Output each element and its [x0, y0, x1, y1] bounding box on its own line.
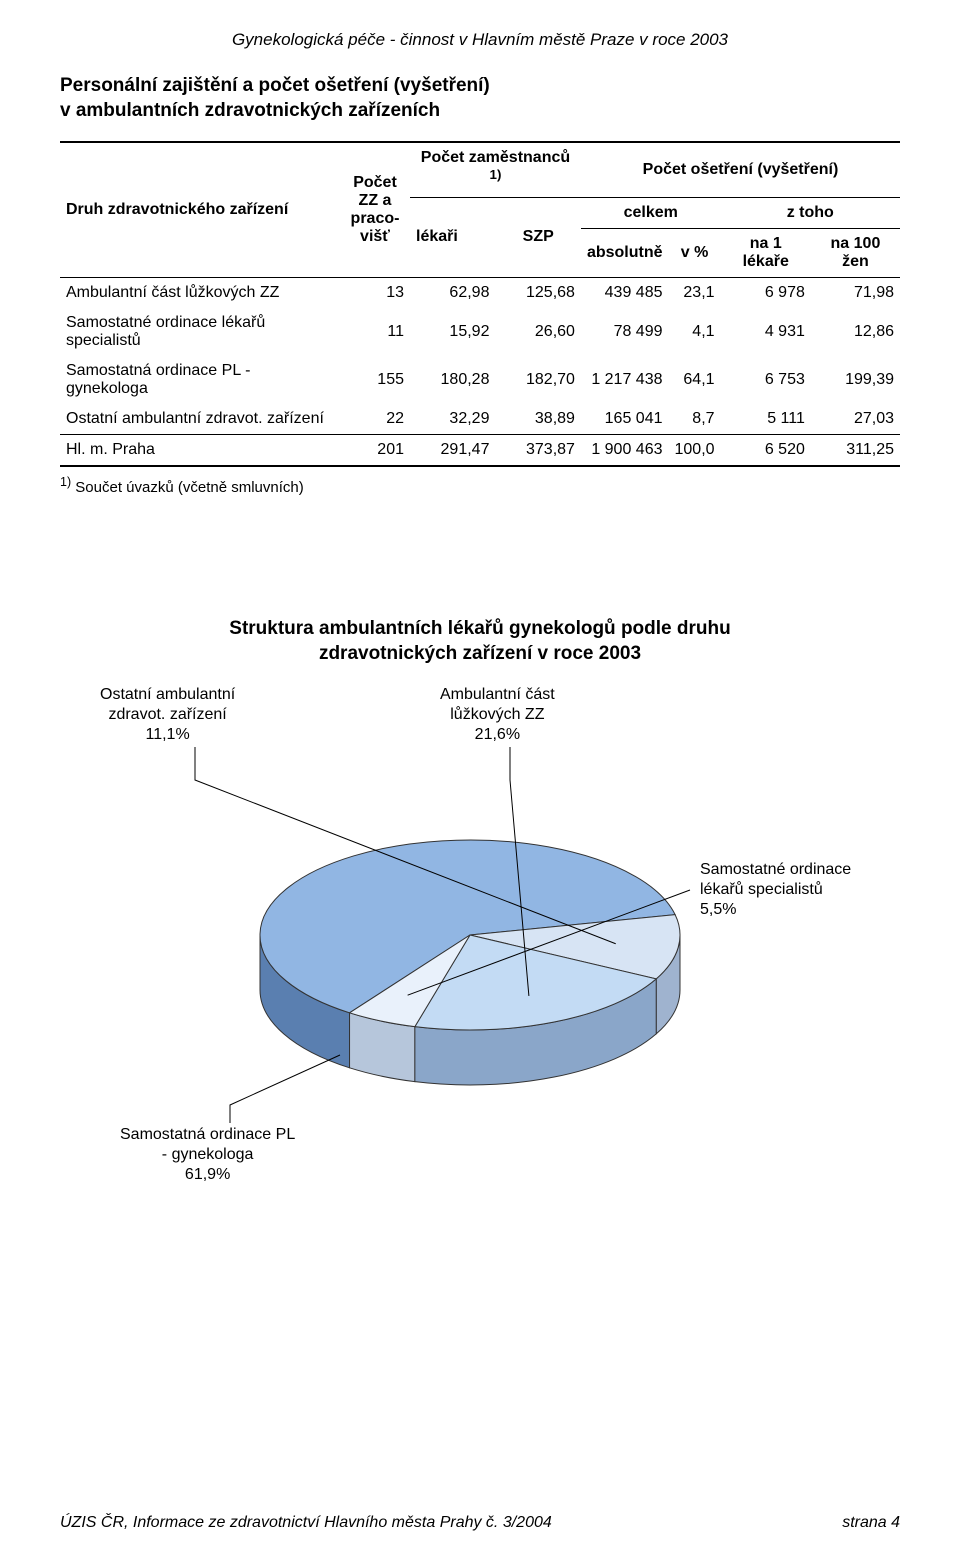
footnote-sup: 1)	[60, 475, 71, 489]
table-footnote: 1) Součet úvazků (včetně smluvních)	[60, 475, 900, 496]
col-vpct: v %	[669, 228, 721, 277]
chart-title: Struktura ambulantních lékařů gynekologů…	[60, 616, 900, 667]
cell: 6 978	[721, 277, 811, 308]
col-szp: SZP	[495, 197, 580, 277]
label-pct: 5,5%	[700, 901, 736, 918]
row-label: Samostatné ordinace lékařů specialistů	[60, 308, 340, 356]
cell: 71,98	[811, 277, 900, 308]
cell: 22	[340, 404, 410, 435]
cell: 15,92	[410, 308, 495, 356]
chart-label-ostatni: Ostatní ambulantní zdravot. zařízení 11,…	[100, 685, 235, 745]
chart-title-line2: zdravotnických zařízení v roce 2003	[60, 641, 900, 667]
col-pocet-zz: Počet ZZ a praco-višť	[340, 142, 410, 277]
col-druh: Druh zdravotnického zařízení	[60, 142, 340, 277]
col-celkem: celkem	[581, 197, 721, 228]
cell: 155	[340, 356, 410, 404]
section-title-line2: v ambulantních zdravotnických zařízeních	[60, 99, 900, 124]
cell: 1 217 438	[581, 356, 669, 404]
cell: 100,0	[669, 434, 721, 466]
cell: 4 931	[721, 308, 811, 356]
cell: 199,39	[811, 356, 900, 404]
footer-left: ÚZIS ČR, Informace ze zdravotnictví Hlav…	[60, 1514, 552, 1532]
cell: 439 485	[581, 277, 669, 308]
chart-label-gynekologa: Samostatná ordinace PL - gynekologa 61,9…	[120, 1125, 295, 1185]
pie-chart: Ostatní ambulantní zdravot. zařízení 11,…	[100, 685, 860, 1205]
label-text: zdravot. zařízení	[108, 706, 226, 723]
section-title-line1: Personální zajištění a počet ošetření (v…	[60, 74, 900, 99]
table-row: Samostatné ordinace lékařů specialistů11…	[60, 308, 900, 356]
chart-label-specialistu: Samostatné ordinace lékařů specialistů 5…	[700, 860, 851, 920]
cell: 26,60	[495, 308, 580, 356]
cell: 6 753	[721, 356, 811, 404]
col-ztoho: z toho	[721, 197, 900, 228]
cell: 11	[340, 308, 410, 356]
cell: 125,68	[495, 277, 580, 308]
col-zamestnancu: Počet zaměstnanců 1)	[410, 142, 581, 197]
label-text: Ambulantní část	[440, 686, 555, 703]
col-na100: na 100 žen	[811, 228, 900, 277]
row-label: Hl. m. Praha	[60, 434, 340, 466]
cell: 165 041	[581, 404, 669, 435]
label-text: lůžkových ZZ	[450, 706, 544, 723]
row-label: Ambulantní část lůžkových ZZ	[60, 277, 340, 308]
cell: 78 499	[581, 308, 669, 356]
cell: 180,28	[410, 356, 495, 404]
running-header: Gynekologická péče - činnost v Hlavním m…	[60, 30, 900, 50]
cell: 4,1	[669, 308, 721, 356]
cell: 182,70	[495, 356, 580, 404]
table-row: Samostatná ordinace PL - gynekologa15518…	[60, 356, 900, 404]
cell: 27,03	[811, 404, 900, 435]
table-row: Ostatní ambulantní zdravot. zařízení2232…	[60, 404, 900, 435]
col-zam-text: Počet zaměstnanců	[421, 149, 570, 166]
cell: 291,47	[410, 434, 495, 466]
cell: 6 520	[721, 434, 811, 466]
section-title: Personální zajištění a počet ošetření (v…	[60, 74, 900, 123]
table-total-row: Hl. m. Praha201291,47373,871 900 463100,…	[60, 434, 900, 466]
cell: 311,25	[811, 434, 900, 466]
main-table: Druh zdravotnického zařízení Počet ZZ a …	[60, 141, 900, 466]
cell: 23,1	[669, 277, 721, 308]
col-lekari: lékaři	[410, 197, 495, 277]
row-label: Samostatná ordinace PL - gynekologa	[60, 356, 340, 404]
cell: 64,1	[669, 356, 721, 404]
label-text: Samostatné ordinace	[700, 861, 851, 878]
cell: 8,7	[669, 404, 721, 435]
footnote-text: Součet úvazků (včetně smluvních)	[71, 479, 304, 496]
cell: 32,29	[410, 404, 495, 435]
col-abs: absolutně	[581, 228, 669, 277]
label-text: Samostatná ordinace PL	[120, 1126, 295, 1143]
cell: 13	[340, 277, 410, 308]
page-footer: ÚZIS ČR, Informace ze zdravotnictví Hlav…	[60, 1514, 900, 1532]
cell: 12,86	[811, 308, 900, 356]
chart-label-ambulantni: Ambulantní část lůžkových ZZ 21,6%	[440, 685, 555, 745]
cell: 373,87	[495, 434, 580, 466]
pie-svg	[240, 815, 700, 1135]
table-header-row: Druh zdravotnického zařízení Počet ZZ a …	[60, 142, 900, 197]
cell: 62,98	[410, 277, 495, 308]
table-row: Ambulantní část lůžkových ZZ1362,98125,6…	[60, 277, 900, 308]
col-osetrena: Počet ošetření (vyšetření)	[581, 142, 900, 197]
chart-title-line1: Struktura ambulantních lékařů gynekologů…	[60, 616, 900, 642]
cell: 1 900 463	[581, 434, 669, 466]
label-text: Ostatní ambulantní	[100, 686, 235, 703]
cell: 5 111	[721, 404, 811, 435]
footer-right: strana 4	[842, 1514, 900, 1532]
row-label: Ostatní ambulantní zdravot. zařízení	[60, 404, 340, 435]
cell: 38,89	[495, 404, 580, 435]
label-text: - gynekologa	[162, 1146, 254, 1163]
label-text: lékařů specialistů	[700, 881, 823, 898]
label-pct: 61,9%	[185, 1166, 230, 1183]
label-pct: 11,1%	[146, 726, 190, 743]
col-zam-sup: 1)	[490, 167, 502, 182]
col-na1: na 1 lékaře	[721, 228, 811, 277]
page: Gynekologická péče - činnost v Hlavním m…	[0, 0, 960, 1550]
cell: 201	[340, 434, 410, 466]
label-pct: 21,6%	[475, 726, 520, 743]
